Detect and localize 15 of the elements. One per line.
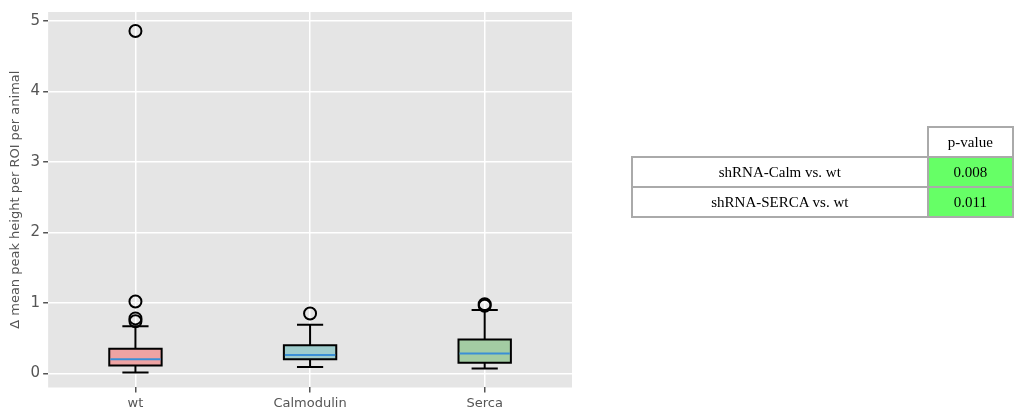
- x-tick-label: wt: [127, 394, 144, 410]
- x-tick-label: Calmodulin: [273, 394, 347, 410]
- data-label: 0.008: [927, 157, 1013, 187]
- y-tick-label: 5: [30, 11, 41, 30]
- text: p-value: [927, 127, 1013, 157]
- category-label: shRNA-SERCA vs. wt: [632, 187, 928, 217]
- y-tick-label: 0: [30, 363, 41, 382]
- x-tick-label: Serca: [466, 394, 503, 410]
- y-tick-label: 3: [30, 151, 41, 170]
- data-label: 0.011: [927, 187, 1013, 217]
- y-axis-title: Δ mean peak height per ROI per animal: [7, 70, 23, 329]
- y-tick-label: 1: [30, 292, 41, 311]
- category-label: shRNA-Calm vs. wt: [632, 157, 928, 187]
- y-tick-label: 2: [30, 222, 41, 241]
- y-tick-label: 4: [30, 81, 41, 100]
